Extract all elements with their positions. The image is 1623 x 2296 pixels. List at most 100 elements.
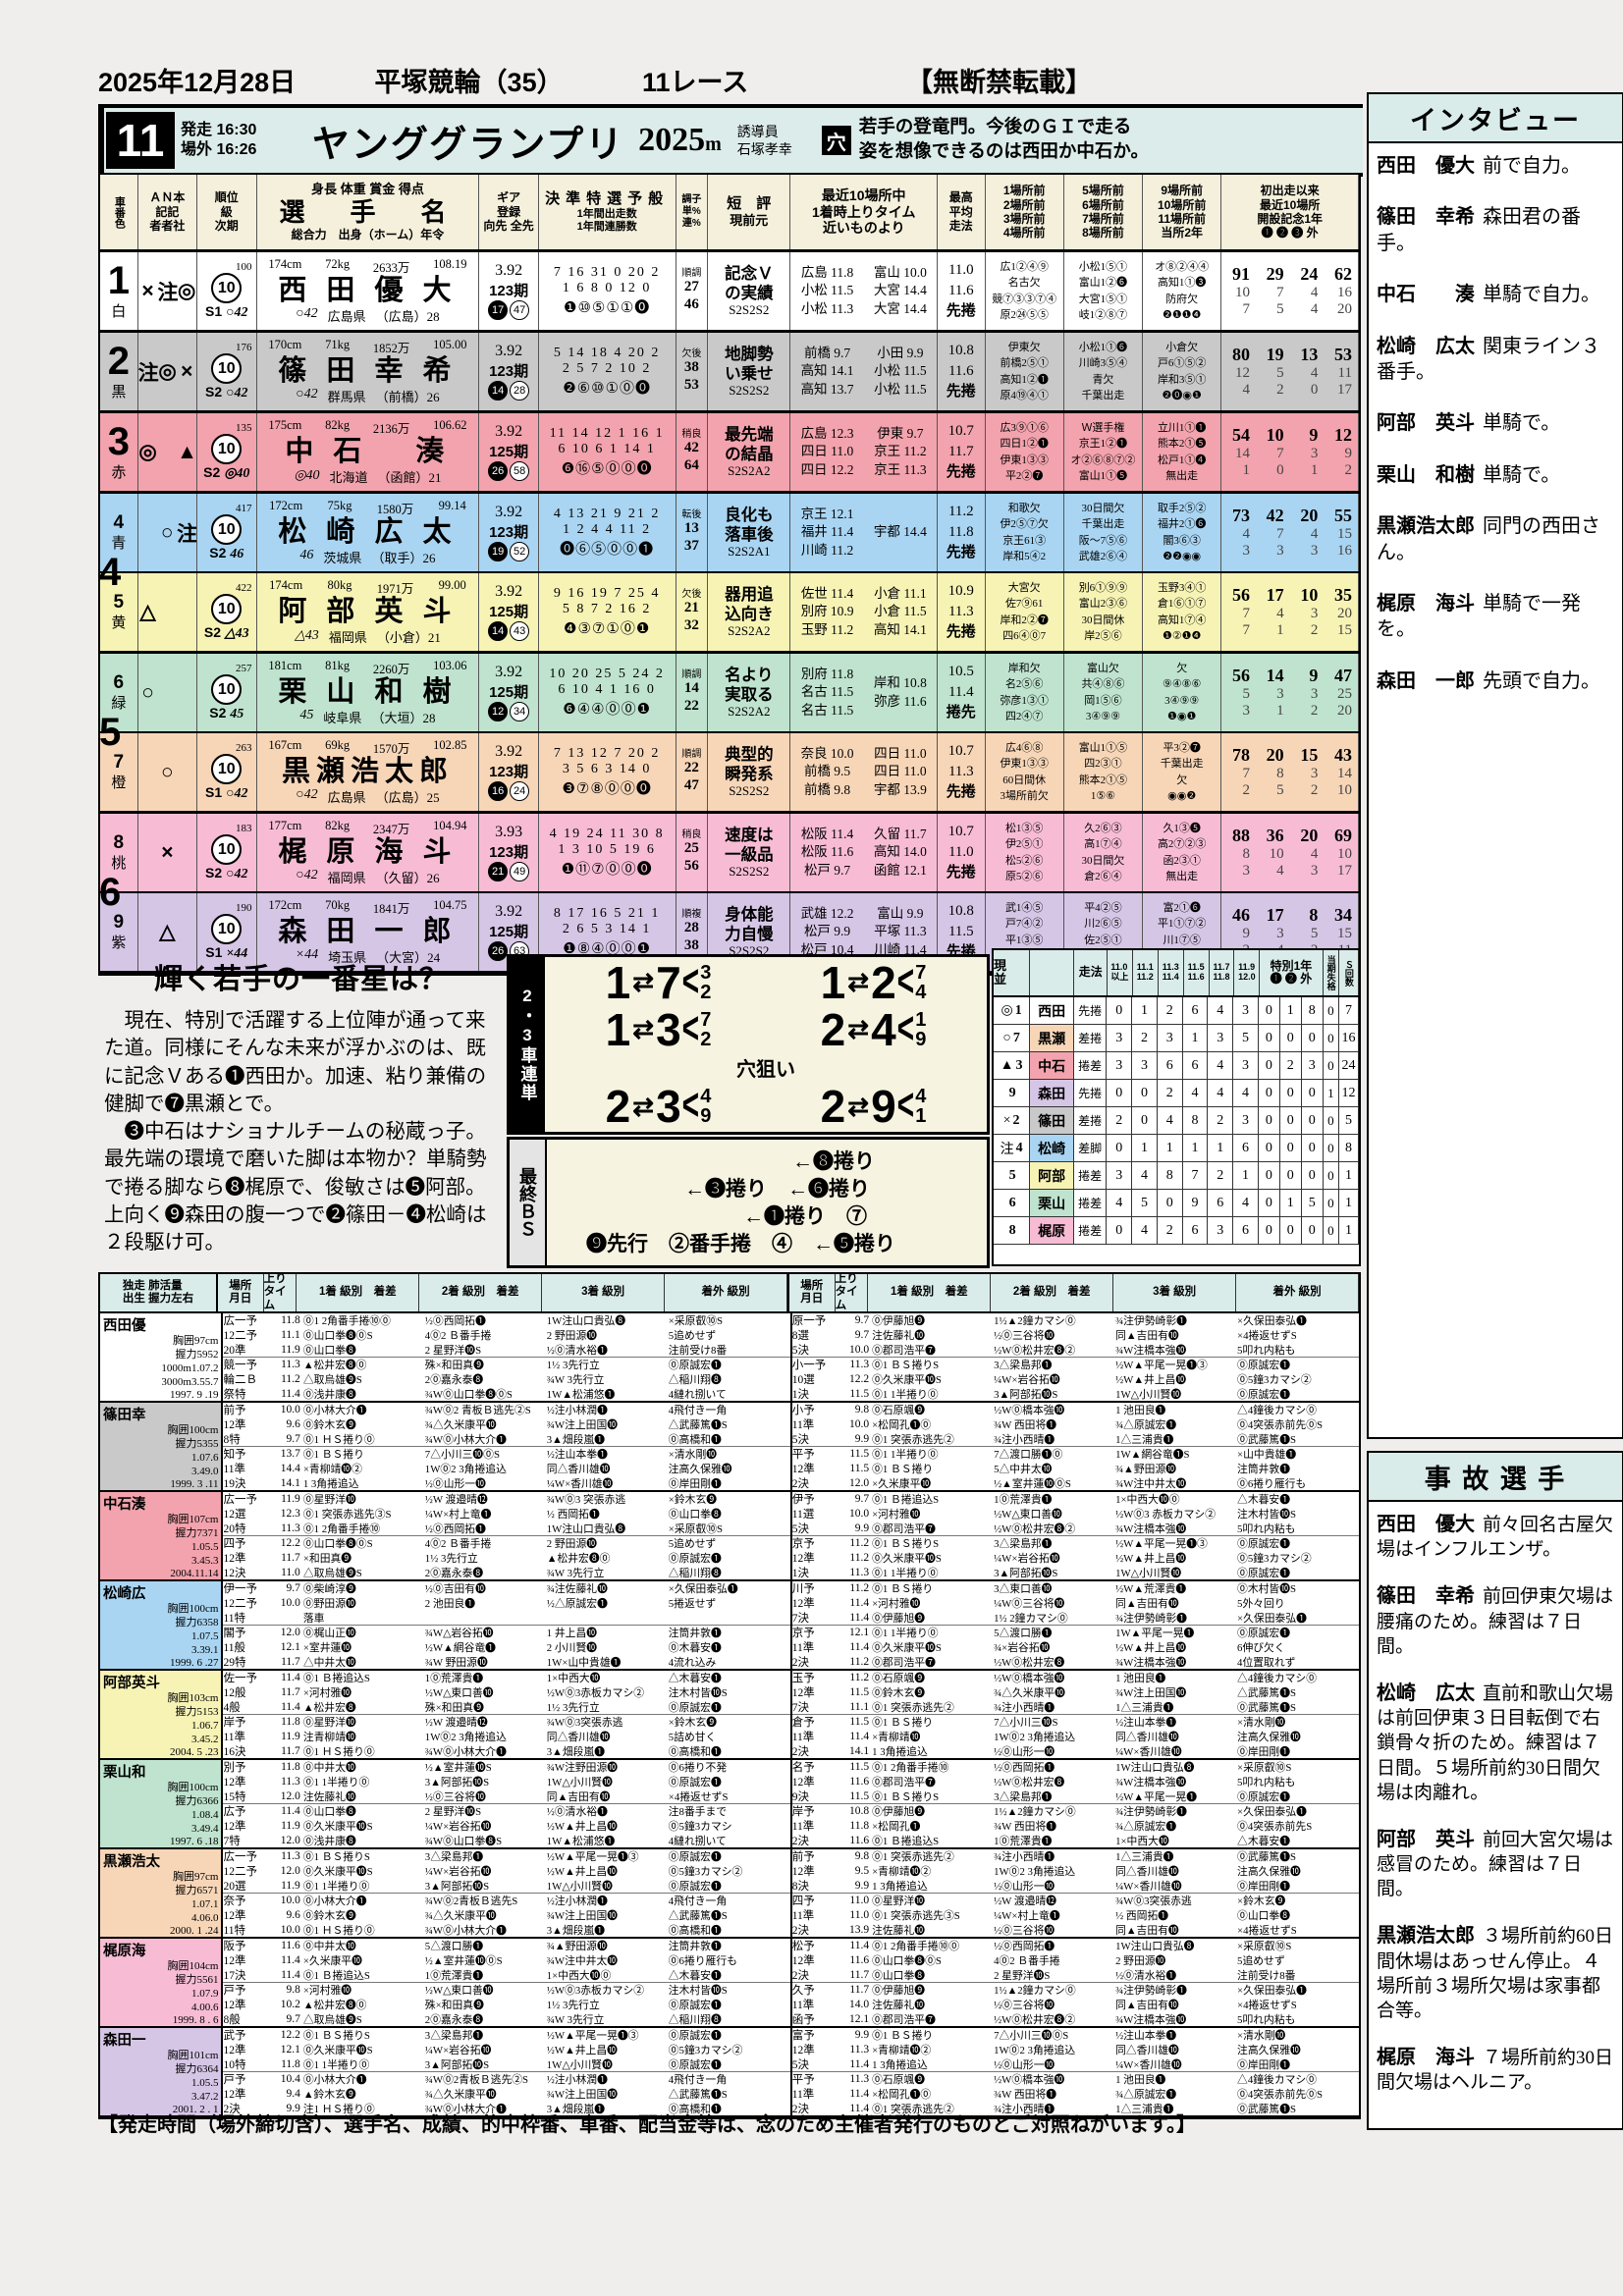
history-line: 奈予 10.0 ⓪小林大介❶ ¾W⓪2青板Ｂ逃先S ½注小林潤❶ 4飛付き一角 [223,1893,790,1908]
header-tan: 短 評現前元 [708,175,791,249]
history-line: 5決 9.9 ⓪1 突張赤逃先② ¾注小西晴❶ 1△三浦貴❶ ⓪武藤篤❶S [791,1432,1297,1446]
condition-cell: 稍良 25 56 [676,814,709,891]
best-time-cell: 10.7 11.0 先捲 [938,814,986,891]
history-line: 11特 10.0 ⓪1 ＨＳ捲り⓪ ¾W⓪小林大介❶ 3▲畑段嵐❶ ⓪高橋和❶ [223,1923,722,1937]
past-5-8-cell: 富山1①⑤ 四2③① 熊本2①⑤ 1⑤⑥ [1064,733,1144,811]
bike-color: 桃 [111,854,127,872]
interview-item: 西田 優大 前で自力。 [1377,155,1581,177]
bike-number: 3 [107,420,130,463]
name-cell: 177cm 82kg 2347万 104.94 梶 原 海 斗 ○42 福岡県 （久留）26 [257,814,480,891]
recent-times-cell: 京王 12.1 福井 11.4 川崎 11.2 宇都 14.4 [790,494,939,571]
stats-cell: 80 19 13 53 12 5 4 11 4 2 0 17 [1221,333,1359,410]
rank-cell: 422 10 S2 △43 [197,573,257,651]
marks-cell: △ [138,573,198,651]
history-line: 戸予 10.4 ⓪小林大介❶ ¾W⓪2青板Ｂ逃先②S ½注小林潤❶ 4飛付き一角 [223,2071,790,2087]
footer-note: 【発走時間（場外締切含）、選手名、成績、的中枠番、車番、配当金等は、念のため主催… [98,2114,1196,2136]
commentary: 輝く若手の一番星は？ 現在、特別で活躍する上位陣が通って来た道。同様にそんな未来… [104,956,499,1257]
history-table: 独走 肺活量 出生 握力左右 場所 月日 上り タイム 1着 級別 着差 2着 級別 着差 3… [98,1272,1361,2119]
rider-name: 森 田 一 郎 [278,916,458,948]
history-rider-info: 森田一 胸囲101cm 握力6364 1.05.5 3.47.2 2001. 2 . 1 [100,2028,224,2115]
history-line: 12準 11.4 ×河村雅❿ ¼W⓪三谷将❿ 同▲吉田有❿ 5外々回り [791,1597,1285,1611]
history-line: 岸予 10.8 ⓪伊藤旭❾ 1½▲2鐘カマシ⓪ ¾注伊勢崎彰❶ ×久保田泰弘❶ [791,1803,1360,1819]
history-line: 11準 11.0 ⓪1 突張赤逃先③S ¼W×村上竜❶ ½ 西岡拓❶ ⓪山口拳❽ [791,1909,1291,1923]
commentary-p2: ❸中石はナショナルチームの秘蔵っ子。最先端の環境で磨いた脚は本物か？単騎勢で捲る… [104,1121,487,1255]
frame-group-number: 4 [99,551,122,594]
history-block: 松崎広 胸囲100cm 握力6358 1.07.5 3.39.1 1999. 6 .27 … [100,1581,1360,1671]
history-line: 函予 12.1 ⓪郡司浩平❼ ½W⓪松井宏❽② ¾W注橋本強❿ 5叩れ内粘も [791,2012,1296,2026]
history-line: 16決 11.7 ⓪1 ＨＳ捲り⓪ ¾W⓪小林大介❶ 3▲畑段嵐❶ ⓪高橋和❶ [223,1744,722,1758]
history-line: 伊一予 9.7 ⓪柴崎淳❾ ½⓪吉田有❿ ¾注佐藤礼❿ ×久保田泰弘❶ [223,1582,738,1596]
history-block: 黒瀬浩太 胸囲97cm 握力6571 1.07.1 4.06.0 2000. 1 .24 … [100,1849,1360,1939]
best-time-cell: 10.7 11.7 先捲 [938,413,986,491]
bike-number: 4 [113,511,125,533]
prediction-label: 2・3車連単 [510,957,545,1132]
bike-color: 緑 [111,694,127,712]
recent-times-cell: 広島 11.8 小松 11.5 小松 11.3 富山 10.0 大宮 14.4 大宮 14… [790,252,939,330]
rank-cell: 417 10 S2 46 [197,494,257,571]
name-cell: 181cm 81kg 2260万 103.06 栗 山 和 樹 45 岐阜県 （大垣）28 [257,654,480,731]
venue-label: 平塚競輪（35） [374,67,564,97]
history-line: 12準 10.2 ▲松井宏❽⓪ 殊×和田真❾ 1½ 3先行立 ⓪原誠宏❶ [223,1999,722,2012]
rank-cell: 190 10 S1 ×44 [197,893,257,971]
stats-cell: 88 36 20 69 8 10 4 10 3 4 3 17 [1221,814,1359,891]
history-line: 佐一予 11.4 ⓪1 Ｂ捲追込S 1⓪荒澤貴❶ 1×中西大❿ △木暮安❶ [223,1672,722,1685]
header-pastA: 1場所前 2場所前 3場所前 4場所前 [986,175,1064,249]
history-line: 12二予 12.0 ⓪久米康平❿S ¼W×岩谷拓❿ ½W▲井上昌❿ ⓪5鐘3カマシ② [223,1865,743,1879]
bike-number: 7 [113,751,125,773]
condition-cell: 欠後 38 53 [676,333,709,410]
bs-formation-line: ←❶捲り ⑦ [743,1205,867,1228]
page-header: 2025年12月28日 平塚競輪（35） 11レース 【無断禁転載】 [98,59,1357,100]
history-line: 8決 9.9 1 3角捲追込 ½⓪山形一❿ ¼W×香川雄❿ ⓪岸田剛❶ [791,1879,1291,1893]
bike-number: 5 [113,591,125,613]
history-line: 12準 9.6 ⓪鈴木玄❾ ¾△久米康平❿ ¾W注上田国❿ △武藤篤❶S [223,1418,728,1432]
lineup-rider-name: 森田 [1030,1080,1074,1106]
history-rider-info: 西田優 胸囲97cm 握力5952 1000m1.07.2 3000m3.55.7 199… [100,1313,224,1401]
recent-times-cell: 広島 12.3 四日 11.0 四日 12.2 伊東 9.7 京王 11.2 京王 11.… [790,413,939,491]
history-line: 広一予 11.9 ⓪星野洋❿ ½W 渡邉晴⓬ ¾W⓪3 突張赤逃 ×鈴木玄❾ [223,1493,718,1507]
accident-item: 松崎 広太 直前和歌山欠場は前回伊東３日目転倒で右鎖骨々折のため。練習は７日間。５… [1377,1682,1614,1803]
history-line: 12般 11.7 ×河村雅❿ ½W△東口善❿ ½W⓪3赤板カマシ② 注木村皆❿S [223,1686,728,1700]
history-line: 12準 9.6 ⓪鈴木玄❾ ¾△久米康平❿ ¾W注上田国❿ △武藤篤❶S [223,1909,728,1923]
comment-cell: 器用追 込向き S2S2A2 [708,573,791,651]
marks-cell: ○ 注 [138,494,198,571]
best-time-cell: 10.5 11.4 捲先 [938,654,986,731]
history-rider-info: 篠田幸 胸囲100cm 握力5355 1.07.6 3.49.0 1999. 3 .11 [100,1403,224,1490]
history-line: 競一予 11.3 ▲松井宏❽⓪ 殊×和田真❾ 1½ 3先行立 ⓪原誠宏❶ [223,1357,790,1372]
best-time-cell: 10.9 11.3 先捲 [938,573,986,651]
history-line: 名予 11.5 ⓪1 2角番手捲⑩ ½⓪西岡拓❶ 1W注山口貴弘❽ ×采原叡⑩S [791,1761,1292,1775]
past-1-4-cell: 岸和欠 名2⑤⑥ 弥彦1③① 四2④⑦ [986,654,1064,731]
history-rider-info: 松崎広 胸囲100cm 握力6358 1.07.5 3.39.1 1999. 6 .27 [100,1581,224,1669]
comment-cell: 典型的 瞬発系 S2S2S2 [708,733,791,811]
bike-color: 青 [111,534,127,552]
header-max: 最高 平均 走法 [938,175,986,249]
condition-cell: 転後 13 37 [676,494,709,571]
history-line: 広一予 11.8 ⓪1 2角番手捲⑩⓪ ½⓪西岡拓❶ 1W注山口貴弘❽ ×采原叡⑩S [223,1314,724,1328]
bike-number: 9 [113,911,125,933]
history-line: 京予 11.2 ⓪1 ＢＳ捲りS 3△梁島邦❶ ½W▲平尾一晃❶③ ⓪原誠宏❶ [791,1535,1360,1551]
marks-cell: × [138,814,198,891]
history-line: 12二予 10.0 ⓪野田源❿ 2 池田良❶ ½△原誠宏❶ 5捲返せず [223,1597,717,1611]
bike-number: 2 [107,340,130,383]
name-cell: 167cm 69kg 1570万 102.85 黒瀬浩太郎 ○42 広島県 （広島）25 [257,733,480,811]
history-line: 久予 11.7 ⓪伊藤旭❾ 1½▲2鐘カマシ⓪ ¾注伊勢崎彰❶ ×久保田泰弘❶ [791,1982,1360,1998]
history-line: 12準 11.5 ⓪1 ＢＳ捲り 5△中井太❿ ¾▲野田源❿ 注筒井敦❶ [791,1463,1291,1476]
header-gear: ギア 登録 向先 全先 [479,175,539,249]
condition-cell: 欠後 21 32 [676,573,709,651]
history-line: 原一予 9.7 ⓪伊藤旭❾ 1½▲2鐘カマシ⓪ ¾注伊勢崎彰❶ ×久保田泰弘❶ [791,1314,1307,1328]
rider-name: 西 田 優 大 [278,275,458,307]
header-cond: 調子 単% 連% [676,175,709,249]
frame-group-number: 5 [99,711,122,754]
history-line: 前予 10.0 ⓪小林大介❶ ¾W⓪2 青板Ｂ逃先②S ½注小林潤❶ 4飛付き一角 [223,1404,728,1417]
history-line: 8選 9.7 注佐藤礼❿ ½⓪三谷将❿ 同▲吉田有❿ ×4捲返せずS [791,1329,1297,1343]
